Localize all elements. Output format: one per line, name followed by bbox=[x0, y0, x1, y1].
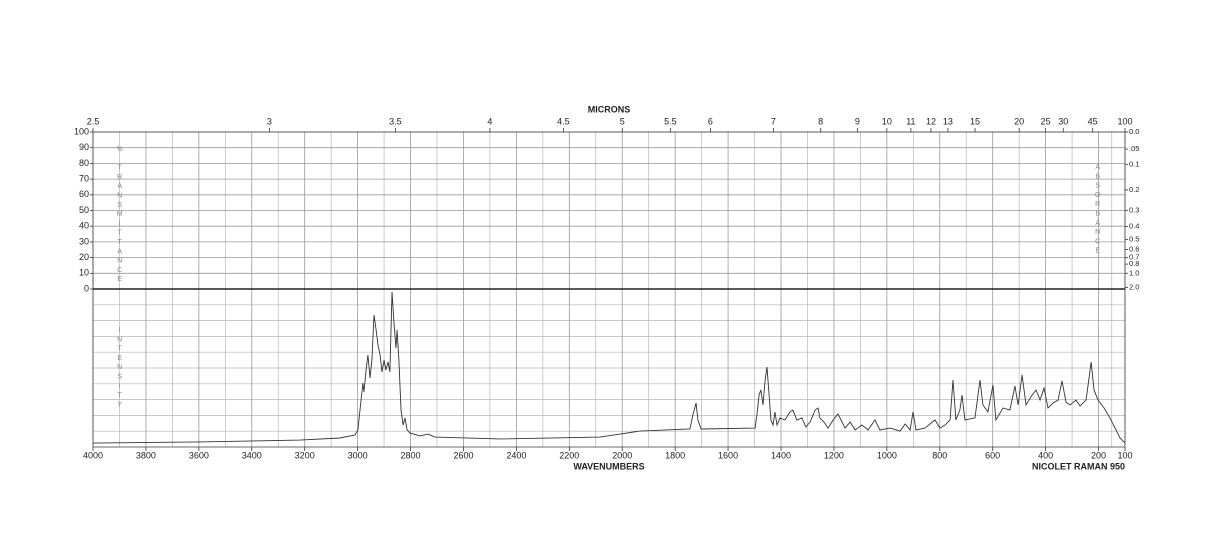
y-tick-label: 10 bbox=[79, 268, 89, 278]
x2-tick-label: 9 bbox=[855, 116, 860, 126]
x2-tick-label: 5.5 bbox=[664, 116, 677, 126]
y2-tick-label: 0.8 bbox=[1129, 259, 1139, 268]
x2-tick-label: 11 bbox=[906, 116, 915, 126]
x2-tick-label: 7 bbox=[771, 116, 776, 126]
x2-tick-label: 45 bbox=[1088, 116, 1098, 126]
x2-tick-label: 6 bbox=[708, 116, 713, 126]
y2-axis-title: ABSORBANCE bbox=[1094, 164, 1101, 257]
y-tick-label: 90 bbox=[79, 142, 89, 152]
x2-tick-label: 4 bbox=[487, 116, 492, 126]
x-tick-label: 200 bbox=[1091, 450, 1106, 460]
x2-tick-label: 20 bbox=[1014, 116, 1024, 126]
y-tick-label: 80 bbox=[79, 158, 89, 168]
x-tick-label: 1400 bbox=[771, 450, 791, 460]
x2-tick-label: 15 bbox=[970, 116, 980, 126]
x-axis-title: WAVENUMBERS bbox=[573, 461, 644, 471]
y2-tick-label: 0.4 bbox=[1129, 221, 1139, 230]
intensity-axis-title: INTENSITY bbox=[116, 327, 123, 411]
x-tick-label: 100 bbox=[1117, 450, 1132, 460]
x-tick-label: 2400 bbox=[506, 450, 526, 460]
x-tick-label: 800 bbox=[932, 450, 947, 460]
x2-tick-label: 100 bbox=[1117, 116, 1132, 126]
x2-tick-label: 12 bbox=[926, 116, 936, 126]
y-tick-label: 30 bbox=[79, 236, 89, 246]
y-axis-title: % TRANSMITTANCE bbox=[116, 146, 123, 286]
y2-tick-label: 0.5 bbox=[1129, 234, 1139, 243]
x2-tick-label: 3 bbox=[267, 116, 272, 126]
x-tick-label: 4000 bbox=[83, 450, 103, 460]
x2-tick-label: 13 bbox=[943, 116, 953, 126]
x2-tick-label: 5 bbox=[620, 116, 625, 126]
y-tick-label: 40 bbox=[79, 221, 89, 231]
y2-tick-label: 0.1 bbox=[1129, 159, 1139, 168]
x-tick-label: 3200 bbox=[295, 450, 315, 460]
x-tick-label: 2800 bbox=[401, 450, 421, 460]
x-tick-label: 400 bbox=[1038, 450, 1053, 460]
x-tick-label: 1000 bbox=[877, 450, 897, 460]
y2-tick-label: 0.6 bbox=[1129, 245, 1139, 254]
x-tick-label: 3400 bbox=[242, 450, 262, 460]
y2-tick-label: .05 bbox=[1129, 144, 1139, 153]
y2-tick-label: 0.0 bbox=[1129, 127, 1139, 136]
y-tick-label: 70 bbox=[79, 173, 89, 183]
x-tick-label: 3000 bbox=[348, 450, 368, 460]
x2-tick-label: 2.5 bbox=[87, 116, 100, 126]
y-tick-label: 60 bbox=[79, 189, 89, 199]
spectrum-line bbox=[92, 291, 1126, 444]
y-tick-label: 0 bbox=[84, 283, 89, 293]
x-tick-label: 1600 bbox=[718, 450, 738, 460]
x-tick-label: 2200 bbox=[559, 450, 579, 460]
x2-axis-title: MICRONS bbox=[588, 104, 631, 114]
x-tick-label: 1200 bbox=[824, 450, 844, 460]
x-tick-label: 3800 bbox=[136, 450, 156, 460]
y-tick-label: 100 bbox=[74, 126, 89, 136]
y-tick-label: 20 bbox=[79, 252, 89, 262]
x-tick-label: 2600 bbox=[453, 450, 473, 460]
x2-tick-label: 4.5 bbox=[557, 116, 570, 126]
x2-tick-label: 30 bbox=[1058, 116, 1068, 126]
x2-tick-label: 25 bbox=[1041, 116, 1051, 126]
x-tick-label: 2000 bbox=[612, 450, 632, 460]
x2-tick-label: 3.5 bbox=[389, 116, 402, 126]
y2-tick-label: 0.7 bbox=[1129, 253, 1139, 262]
y2-tick-label: 2.0 bbox=[1129, 282, 1139, 291]
instrument-note: NICOLET RAMAN 950 bbox=[1032, 461, 1125, 471]
y2-tick-label: 0.3 bbox=[1129, 205, 1139, 214]
x-tick-label: 600 bbox=[985, 450, 1000, 460]
y2-tick-label: 0.2 bbox=[1129, 185, 1139, 194]
x-tick-label: 1800 bbox=[665, 450, 685, 460]
y-tick-label: 50 bbox=[79, 205, 89, 215]
x2-tick-label: 10 bbox=[882, 116, 892, 126]
y2-tick-label: 1.0 bbox=[1129, 268, 1139, 277]
x2-tick-label: 8 bbox=[818, 116, 823, 126]
x-tick-label: 3600 bbox=[189, 450, 209, 460]
